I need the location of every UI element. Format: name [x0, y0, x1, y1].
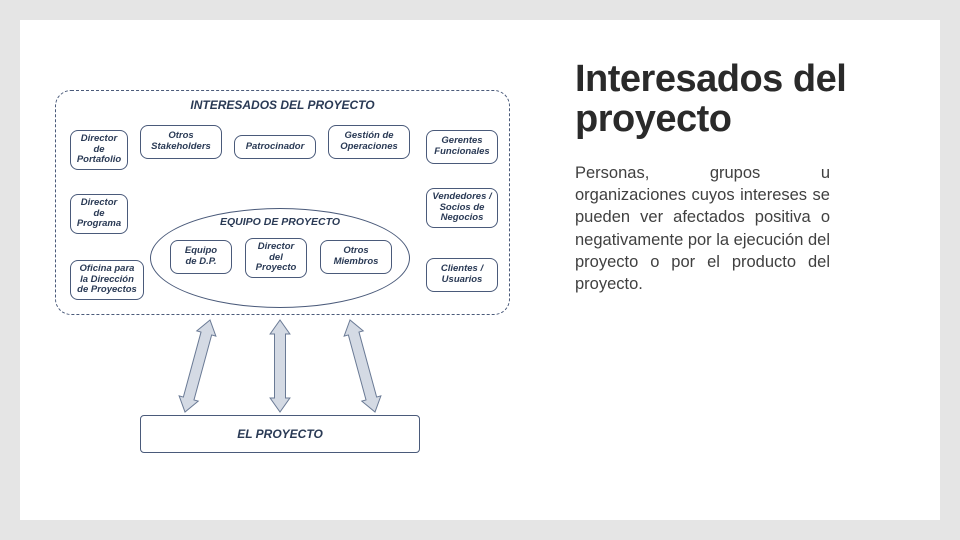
- stakeholders-group-title: INTERESADOS DEL PROYECTO: [50, 98, 515, 112]
- arrow-0: [179, 320, 216, 412]
- node-otros-miembros: OtrosMiembros: [320, 240, 392, 274]
- node-clientes: Clientes /Usuarios: [426, 258, 498, 292]
- slide-paragraph: Personas, grupos u organizaciones cuyos …: [575, 162, 830, 296]
- arrow-2: [344, 320, 381, 412]
- stakeholder-diagram: INTERESADOS DEL PROYECTO EQUIPO DE PROYE…: [50, 80, 520, 480]
- node-gerentes-func: GerentesFuncionales: [426, 130, 498, 164]
- node-patrocinador: Patrocinador: [234, 135, 316, 159]
- text-column: Interesados del proyecto Personas, grupo…: [575, 60, 905, 295]
- node-otros-stake: OtrosStakeholders: [140, 125, 222, 159]
- node-gestion-ops: Gestión deOperaciones: [328, 125, 410, 159]
- node-equipo-dp: Equipode D.P.: [170, 240, 232, 274]
- project-box: EL PROYECTO: [140, 415, 420, 453]
- node-vendedores: Vendedores /Socios deNegocios: [426, 188, 498, 228]
- node-dir-portafolio: DirectordePortafolio: [70, 130, 128, 170]
- node-dir-programa: DirectordePrograma: [70, 194, 128, 234]
- slide: INTERESADOS DEL PROYECTO EQUIPO DE PROYE…: [20, 20, 940, 520]
- node-dir-proyecto: DirectordelProyecto: [245, 238, 307, 278]
- node-oficina-dp: Oficina parala Direcciónde Proyectos: [70, 260, 144, 300]
- team-title: EQUIPO DE PROYECTO: [150, 216, 410, 228]
- arrow-1: [270, 320, 290, 412]
- slide-title: Interesados del proyecto: [575, 60, 905, 140]
